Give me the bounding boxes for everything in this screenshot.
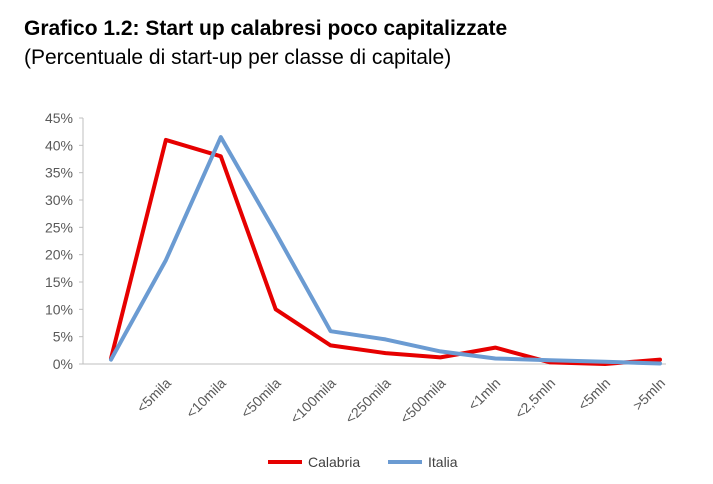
y-axis: 0% 5% 10% 15% 20% 25% 30% 35% 40% 45% [45,110,84,372]
x-tick-label: <10mila [183,375,229,421]
x-tick-label: <250mila [342,375,394,427]
y-tick-label: 15% [45,274,73,290]
y-tick-label: 20% [45,247,73,263]
series-line-calabria [109,137,662,366]
x-tick-label: <5mila [133,375,174,416]
series-line-italia [109,135,662,366]
chart-subtitle: (Percentuale di start-up per classe di c… [24,46,452,69]
x-tick-label: <5mln [575,375,614,414]
series-layer [109,135,662,366]
y-tick-label: 45% [45,110,73,126]
y-tick-label: 0% [53,356,73,372]
y-tick-label: 30% [45,192,73,208]
y-tick-label: 35% [45,165,73,181]
legend-label-italia: Italia [428,454,458,470]
x-tick-label: >5mln [630,375,669,414]
x-axis: <5mila <10mila <50mila <100mila <250mila <500… [83,363,669,427]
y-tick-label: 40% [45,137,73,153]
legend: Calabria Italia [268,454,458,470]
y-tick-label: 10% [45,301,73,317]
x-tick-label: <2,5mln [512,375,559,422]
legend-label-calabria: Calabria [308,454,360,470]
x-tick-label: <100mila [287,375,339,427]
y-tick-label: 5% [53,329,73,345]
x-tick-label: <1mln [465,375,504,414]
y-tick-label: 25% [45,219,73,235]
x-tick-label: <50mila [238,375,284,421]
chart-title: Grafico 1.2: Start up calabresi poco cap… [24,17,508,40]
x-tick-label: <500mila [397,375,449,427]
